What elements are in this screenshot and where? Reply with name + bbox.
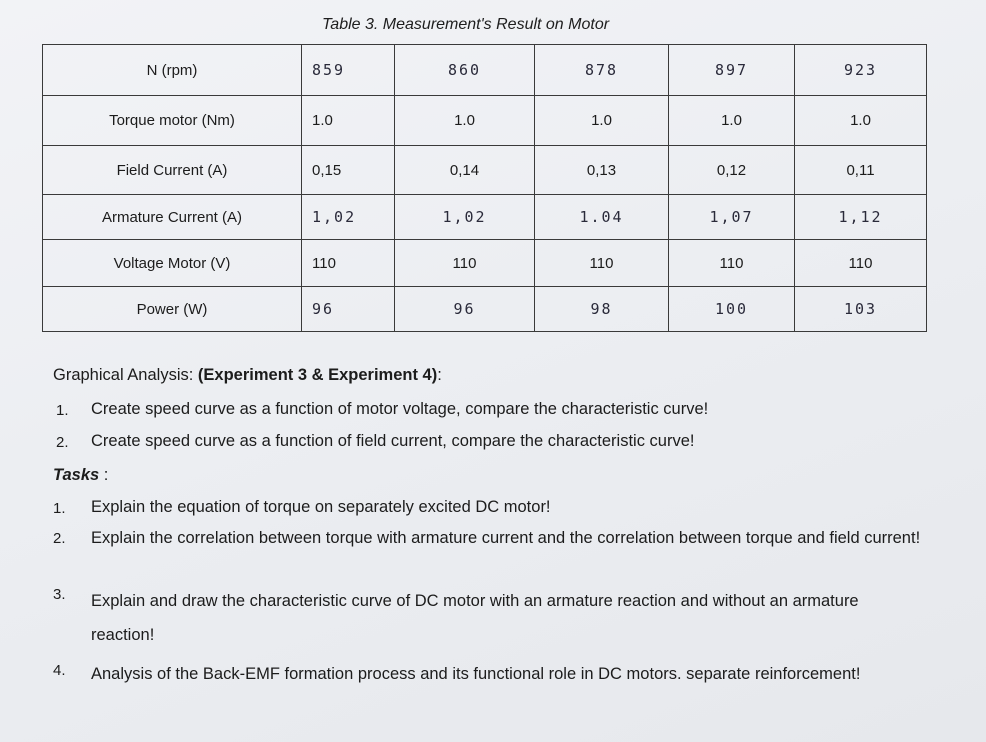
table-row: Torque motor (Nm) 1.0 1.0 1.0 1.0 1.0	[42, 95, 927, 146]
row-label: Armature Current (A)	[42, 194, 302, 240]
table-row: Power (W) 96 96 98 100 103	[42, 286, 927, 332]
table-cell: 1.04	[534, 194, 669, 240]
table-cell: 110	[301, 239, 395, 287]
graphical-item-1-text: Create speed curve as a function of moto…	[91, 400, 709, 418]
row-label: Torque motor (Nm)	[42, 95, 302, 146]
tasks-heading-label: Tasks	[53, 466, 100, 484]
table-cell: 1.0	[668, 95, 795, 146]
table-cell: 100	[668, 286, 795, 332]
table-cell: 1,02	[394, 194, 535, 240]
graphical-analysis-heading: Graphical Analysis: (Experiment 3 & Expe…	[53, 366, 442, 385]
row-label: Field Current (A)	[42, 145, 302, 195]
graphical-item-1-number: 1.	[56, 402, 69, 419]
task-1-text: Explain the equation of torque on separa…	[91, 498, 551, 516]
table-cell: 0,13	[534, 145, 669, 195]
table-cell: 0,12	[668, 145, 795, 195]
table-cell: 110	[794, 239, 927, 287]
task-1-number: 1.	[53, 500, 66, 517]
row-label: Power (W)	[42, 286, 302, 332]
task-4-text: Analysis of the Back-EMF formation proce…	[91, 665, 861, 683]
table-cell: 1.0	[534, 95, 669, 146]
table-cell: 859	[301, 44, 395, 96]
table-cell: 110	[668, 239, 795, 287]
heading-prefix: Graphical Analysis:	[53, 366, 198, 384]
heading-bold: (Experiment 3 & Experiment 4)	[197, 366, 438, 384]
table-cell: 0,11	[794, 145, 927, 195]
tasks-heading: Tasks :	[53, 466, 108, 485]
table-cell: 0,15	[301, 145, 395, 195]
table-cell: 103	[794, 286, 927, 332]
heading-suffix: :	[437, 366, 442, 384]
table-cell: 96	[394, 286, 535, 332]
task-3-number: 3.	[53, 586, 66, 603]
table-cell: 1.0	[394, 95, 535, 146]
graphical-item-2-text: Create speed curve as a function of fiel…	[91, 432, 695, 450]
measurement-table: N (rpm) 859 860 878 897 923 Torque motor (Nm) 1…	[42, 44, 927, 332]
table-cell: 1.0	[794, 95, 927, 146]
table-cell: 110	[534, 239, 669, 287]
table-cell: 878	[534, 44, 669, 96]
table-cell: 98	[534, 286, 669, 332]
task-2-text: Explain the correlation between torque w…	[91, 529, 921, 547]
table-cell: 1,07	[668, 194, 795, 240]
table-cell: 1.0	[301, 95, 395, 146]
task-2-number: 2.	[53, 530, 66, 547]
task-4-number: 4.	[53, 662, 66, 679]
table-row: N (rpm) 859 860 878 897 923	[42, 44, 927, 96]
table-cell: 1,02	[301, 194, 395, 240]
table-cell: 0,14	[394, 145, 535, 195]
table-row: Armature Current (A) 1,02 1,02 1.04 1,07 1,12	[42, 194, 927, 240]
table-caption: Table 3. Measurement's Result on Motor	[322, 16, 610, 33]
table-cell: 110	[394, 239, 535, 287]
table-row: Voltage Motor (V) 110 110 110 110 110	[42, 239, 927, 287]
row-label: Voltage Motor (V)	[42, 239, 302, 287]
tasks-heading-colon: :	[99, 466, 109, 484]
table-cell: 96	[301, 286, 395, 332]
table-cell: 1,12	[794, 194, 927, 240]
table-cell: 923	[794, 44, 927, 96]
table-row: Field Current (A) 0,15 0,14 0,13 0,12 0,11	[42, 145, 927, 195]
graphical-item-2-number: 2.	[56, 434, 69, 451]
task-3-text: Explain and draw the characteristic curv…	[91, 592, 859, 644]
row-label: N (rpm)	[42, 44, 302, 96]
table-cell: 860	[394, 44, 535, 96]
table-cell: 897	[668, 44, 795, 96]
